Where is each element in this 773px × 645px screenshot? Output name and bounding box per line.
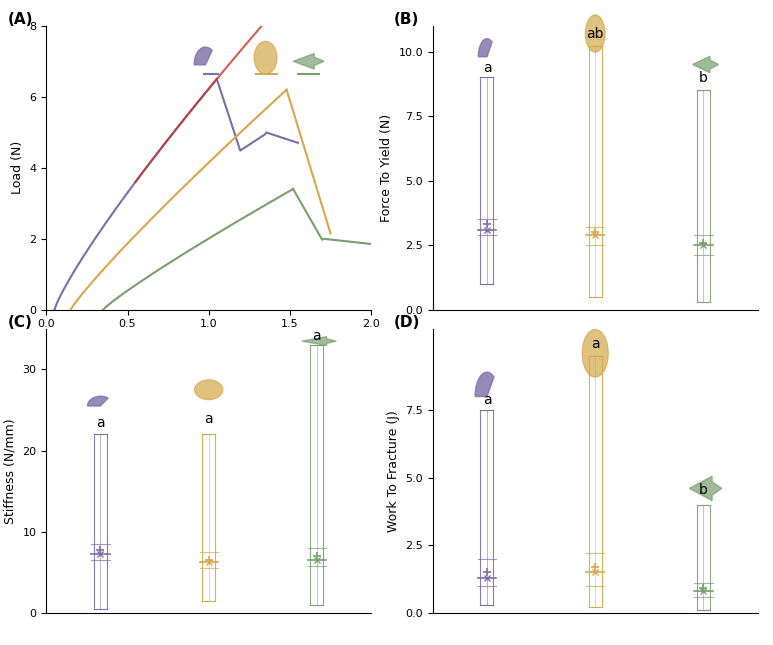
Text: (B): (B)	[394, 12, 419, 26]
Polygon shape	[475, 372, 494, 397]
Polygon shape	[254, 41, 277, 74]
Y-axis label: Force To Yield (N): Force To Yield (N)	[380, 114, 393, 222]
Text: ab: ab	[587, 27, 604, 41]
Text: a: a	[96, 416, 105, 430]
Polygon shape	[690, 476, 722, 501]
Text: b: b	[699, 71, 708, 85]
Polygon shape	[293, 54, 324, 69]
Text: a: a	[591, 337, 600, 351]
Text: a: a	[482, 61, 492, 75]
Polygon shape	[195, 380, 223, 399]
Polygon shape	[301, 337, 336, 346]
Polygon shape	[585, 15, 605, 52]
Text: (A): (A)	[8, 12, 33, 26]
Polygon shape	[478, 39, 492, 57]
Polygon shape	[87, 396, 108, 406]
X-axis label: Extension (mm): Extension (mm)	[159, 335, 258, 348]
Y-axis label: Work To Fracture (J): Work To Fracture (J)	[386, 410, 400, 531]
Polygon shape	[693, 56, 719, 73]
Y-axis label: Load (N): Load (N)	[11, 141, 24, 194]
Polygon shape	[582, 330, 608, 377]
Text: b: b	[699, 482, 708, 497]
Text: a: a	[482, 393, 492, 408]
Text: (D): (D)	[394, 315, 421, 330]
Text: a: a	[204, 412, 213, 426]
Text: a: a	[312, 329, 322, 342]
Polygon shape	[194, 47, 212, 65]
Text: (C): (C)	[8, 315, 32, 330]
Y-axis label: Stiffness (N/mm): Stiffness (N/mm)	[4, 418, 17, 524]
